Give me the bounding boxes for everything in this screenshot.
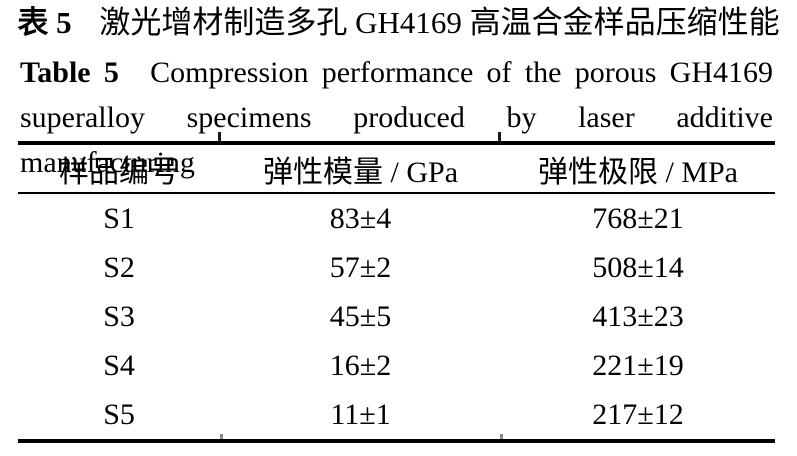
cell-elastic-limit: 768±21 [592, 201, 684, 235]
table-caption-cn: 表 5 激光增材制造多孔 GH4169 高温合金样品压缩性能 [0, 2, 797, 44]
table-row: S5 11±1 217±12 [18, 390, 775, 439]
table-header-row: 样品编号 弹性模量 / GPa 弹性极限 / MPa [18, 145, 775, 192]
table-row: S1 83±4 768±21 [18, 194, 775, 243]
table-number-en: Table 5 [20, 56, 119, 89]
table-number-cn: 表 5 [17, 5, 72, 40]
caption-text-cn: 激光增材制造多孔 GH4169 高温合金样品压缩性能 [99, 5, 780, 40]
table-row: S2 57±2 508±14 [18, 243, 775, 292]
cell-elastic-modulus: 16±2 [329, 348, 392, 382]
caption-en-line1: Table 5 Compression performance of the p… [20, 50, 773, 95]
cell-elastic-limit: 217±12 [592, 397, 684, 431]
header-separator-rule [18, 192, 775, 194]
table-caption-en: Table 5 Compression performance of the p… [20, 50, 773, 179]
column-header-sample-id: 样品编号 [59, 155, 180, 189]
cell-elastic-modulus: 83±4 [329, 201, 392, 235]
cell-sample-id: S4 [103, 348, 135, 382]
column-header-elastic-limit: 弹性极限 / MPa [537, 155, 738, 189]
cell-elastic-limit: 413±23 [592, 299, 684, 333]
table-row: S4 16±2 221±19 [18, 341, 775, 390]
table-bottom-rule [18, 439, 775, 443]
table-top-rule [18, 141, 775, 145]
cell-elastic-modulus: 57±2 [329, 250, 392, 284]
column-divider-tick-bottom-1 [220, 434, 223, 439]
table-body: S1 83±4 768±21 S2 57±2 508±14 S3 45±5 41… [0, 194, 797, 439]
column-header-elastic-modulus: 弹性模量 / GPa [263, 155, 459, 189]
cell-sample-id: S3 [103, 299, 135, 333]
cell-elastic-limit: 508±14 [592, 250, 684, 284]
cell-elastic-modulus: 11±1 [330, 397, 391, 431]
cell-elastic-modulus: 45±5 [329, 299, 392, 333]
caption-text-en-line1: Compression performance of the porous GH… [150, 56, 773, 89]
column-divider-tick-bottom-2 [500, 434, 503, 439]
table-row: S3 45±5 413±23 [18, 292, 775, 341]
column-divider-tick-top-2 [498, 132, 501, 141]
cell-sample-id: S1 [103, 201, 135, 235]
cell-sample-id: S5 [103, 397, 135, 431]
caption-text-en-line2: superalloy specimens produced by laser a… [20, 101, 773, 179]
cell-sample-id: S2 [103, 250, 135, 284]
cell-elastic-limit: 221±19 [592, 348, 684, 382]
column-divider-tick-top-1 [218, 132, 221, 141]
